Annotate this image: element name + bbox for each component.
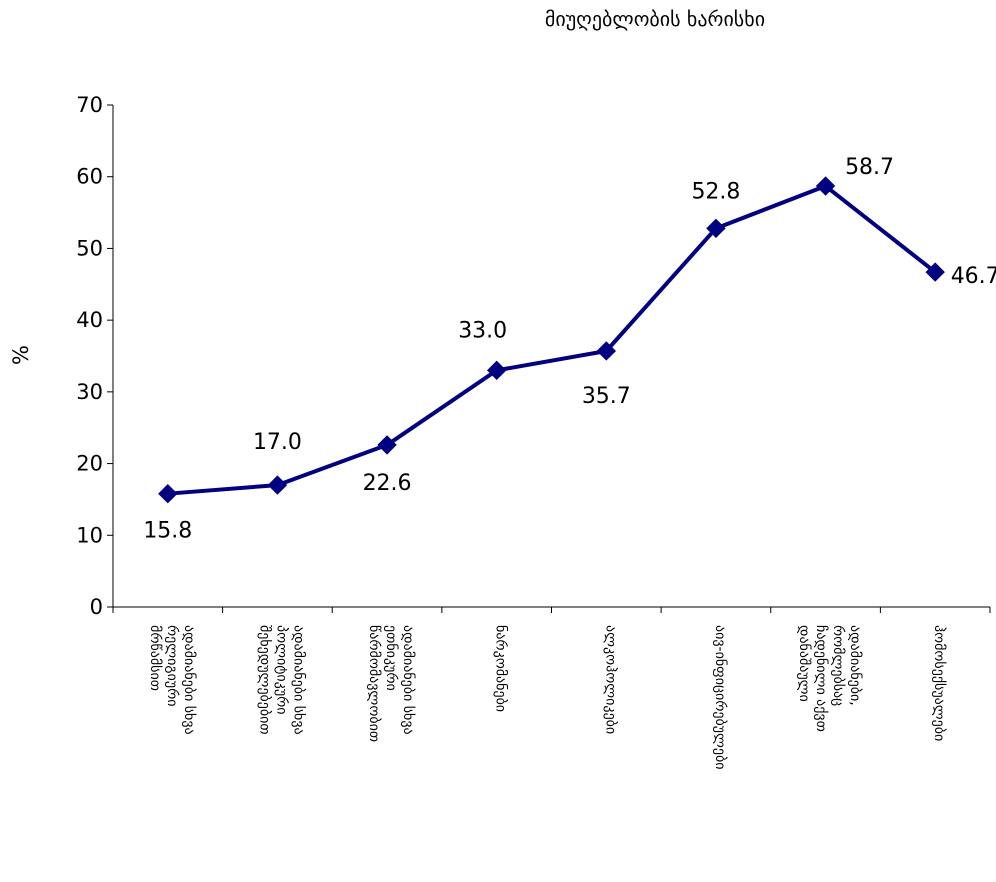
- chart-title: მიუღებლობის ხარისხი: [545, 7, 765, 31]
- category-label: ადამიანები სხვარელიგიურიმრწამსით: [147, 625, 197, 735]
- data-point-marker: [158, 483, 178, 504]
- y-axis-label: %: [9, 345, 33, 365]
- data-point-marker: [596, 341, 617, 361]
- y-tick-label: 10: [76, 523, 103, 547]
- x-axis-ticks: [112, 607, 991, 613]
- y-tick-label: 20: [76, 452, 103, 476]
- data-label: 58.7: [845, 155, 894, 180]
- category-label: ადამიანები სხვაპოლიტიკურიშეხედულებებით: [256, 625, 306, 735]
- data-point-marker: [486, 360, 507, 381]
- data-point-marker: [925, 262, 945, 282]
- data-label: 35.7: [582, 384, 631, 409]
- y-tick-label: 30: [76, 380, 103, 404]
- data-labels: 15.8 17.0 22.6 33.0 35.7 52.8 58.7 46.7: [143, 155, 996, 544]
- series-line-group: [167, 184, 937, 496]
- category-labels: ადამიანები სხვარელიგიურიმრწამსით ადამიანე…: [147, 625, 947, 770]
- category-label: ჰომოსექსუალები: [931, 625, 947, 741]
- data-point-marker: [706, 218, 726, 239]
- category-label: ადამიანები სხვაეთნიკურიწარმომავლობით: [366, 625, 416, 742]
- data-label: 46.7: [951, 264, 996, 289]
- data-point-marker: [815, 176, 836, 196]
- y-tick-label: 60: [76, 165, 103, 189]
- series-line: [167, 184, 937, 496]
- y-tick-label: 0: [90, 595, 103, 619]
- category-label: ადამიანები,რომლებსაცჩადენილი აქვთდანაშაუ…: [796, 625, 863, 732]
- category-label: აივ-ინფიცირებულები: [712, 625, 729, 770]
- data-point-marker: [377, 435, 397, 455]
- axes: [112, 105, 990, 608]
- data-label: 22.6: [363, 471, 412, 496]
- category-label: ალკოჰოლიკები: [602, 625, 618, 734]
- data-label: 33.0: [458, 318, 507, 343]
- data-label: 15.8: [143, 519, 192, 544]
- y-tick-label: 70: [76, 93, 103, 117]
- y-tick-label: 40: [76, 308, 103, 332]
- data-label: 52.8: [691, 179, 740, 204]
- y-axis-ticks: 0 10 20 30 40 50 60 70: [76, 93, 113, 619]
- y-tick-label: 50: [76, 236, 103, 260]
- data-label: 17.0: [253, 430, 302, 455]
- data-markers: [158, 176, 945, 504]
- data-point-marker: [267, 475, 288, 495]
- category-label: ნარკომანები: [493, 625, 510, 712]
